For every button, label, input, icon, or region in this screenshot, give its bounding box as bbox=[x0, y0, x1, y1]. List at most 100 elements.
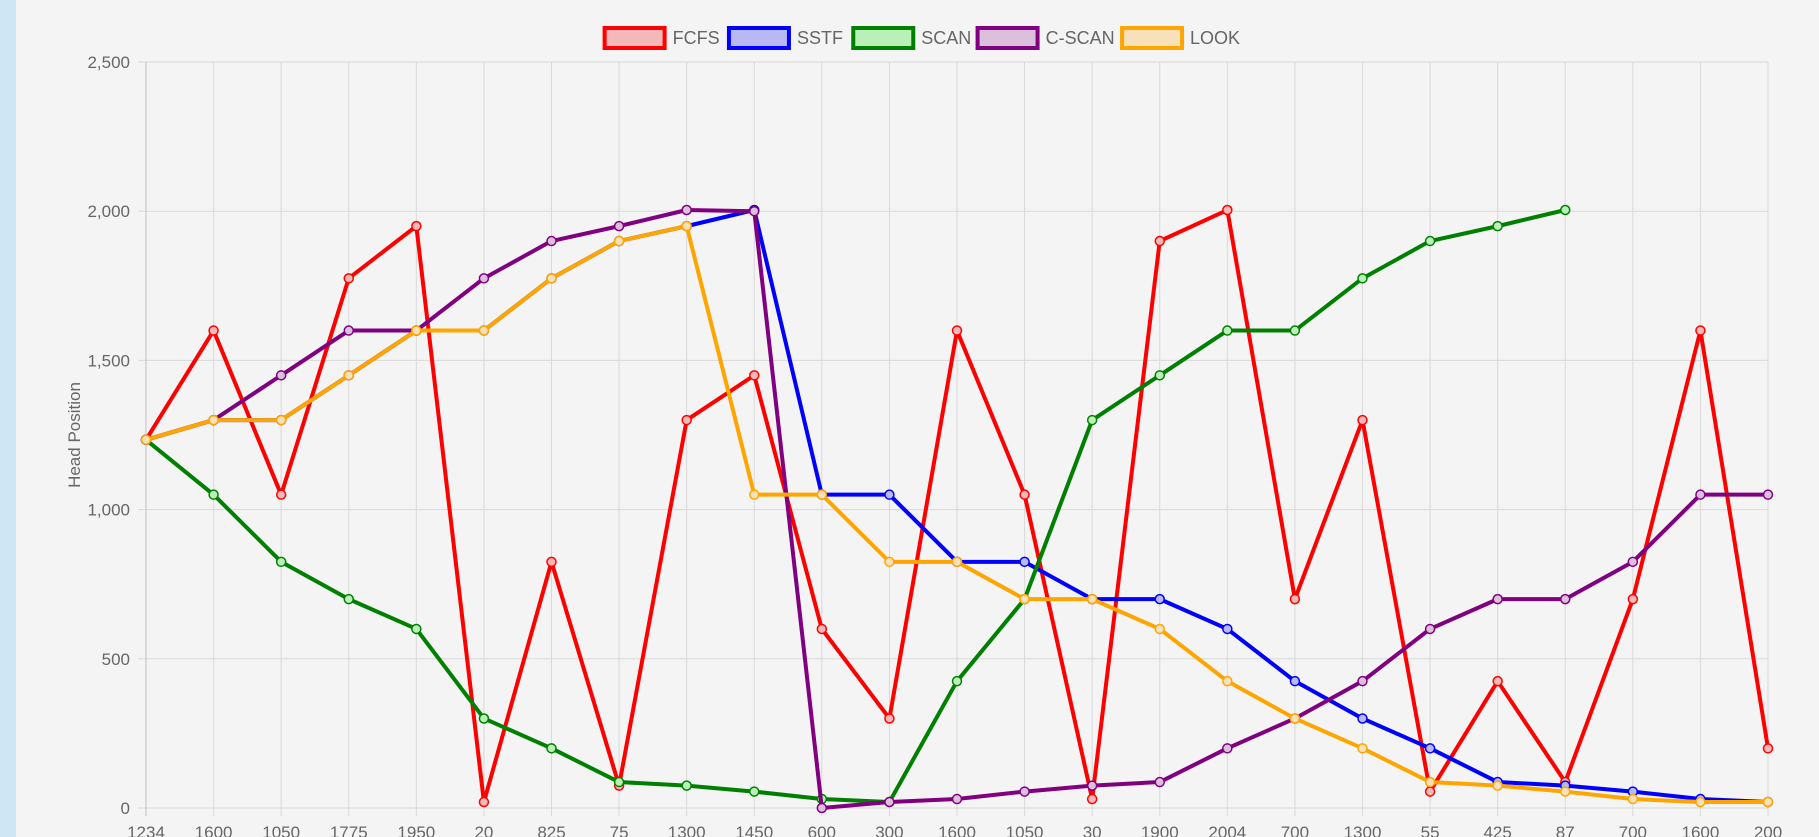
data-point-look[interactable] bbox=[1762, 796, 1774, 808]
data-point-look[interactable] bbox=[1695, 796, 1706, 808]
data-point-fcfs[interactable] bbox=[816, 623, 828, 635]
data-point-scan[interactable] bbox=[275, 556, 287, 568]
data-point-look[interactable] bbox=[816, 489, 828, 500]
data-point-fcfs[interactable] bbox=[1357, 414, 1368, 426]
data-point-scan[interactable] bbox=[343, 593, 354, 605]
data-point-look[interactable] bbox=[681, 220, 692, 232]
data-point-look[interactable] bbox=[1086, 593, 1098, 605]
data-point-look[interactable] bbox=[478, 325, 490, 336]
data-point-fcfs[interactable] bbox=[1222, 204, 1233, 216]
data-point-fcfs[interactable] bbox=[1492, 675, 1503, 687]
legend-item-sstf[interactable]: SSTF bbox=[726, 26, 843, 50]
data-point-fcfs[interactable] bbox=[1424, 786, 1436, 797]
data-point-c-scan[interactable] bbox=[546, 235, 557, 247]
data-point-scan[interactable] bbox=[1492, 220, 1503, 232]
data-point-sstf[interactable] bbox=[1019, 556, 1030, 568]
data-point-sstf[interactable] bbox=[1424, 743, 1436, 754]
data-point-look[interactable] bbox=[613, 235, 625, 247]
legend-item-c-scan[interactable]: C-SCAN bbox=[975, 26, 1115, 50]
data-point-c-scan[interactable] bbox=[1762, 489, 1774, 500]
data-point-look[interactable] bbox=[1492, 780, 1503, 791]
data-point-scan[interactable] bbox=[1222, 325, 1233, 336]
data-point-c-scan[interactable] bbox=[1424, 623, 1436, 635]
data-point-c-scan[interactable] bbox=[478, 273, 490, 284]
data-point-c-scan[interactable] bbox=[1560, 593, 1571, 605]
data-point-look[interactable] bbox=[749, 489, 760, 500]
data-point-look[interactable] bbox=[546, 273, 557, 284]
data-point-scan[interactable] bbox=[478, 713, 490, 724]
data-point-scan[interactable] bbox=[1086, 414, 1098, 426]
data-point-c-scan[interactable] bbox=[1357, 675, 1368, 687]
data-point-sstf[interactable] bbox=[1357, 713, 1368, 724]
data-point-scan[interactable] bbox=[613, 776, 625, 788]
data-point-look[interactable] bbox=[343, 370, 354, 381]
data-point-sstf[interactable] bbox=[1289, 675, 1301, 687]
data-point-scan[interactable] bbox=[1560, 204, 1571, 216]
data-point-c-scan[interactable] bbox=[613, 220, 625, 232]
data-point-look[interactable] bbox=[1560, 786, 1571, 797]
data-point-c-scan[interactable] bbox=[343, 325, 354, 336]
data-point-c-scan[interactable] bbox=[1695, 489, 1706, 500]
data-point-fcfs[interactable] bbox=[1154, 235, 1165, 247]
data-point-c-scan[interactable] bbox=[1627, 556, 1639, 568]
data-point-look[interactable] bbox=[1154, 623, 1165, 635]
data-point-fcfs[interactable] bbox=[884, 713, 895, 724]
data-point-c-scan[interactable] bbox=[749, 205, 760, 217]
legend-item-fcfs[interactable]: FCFS bbox=[602, 26, 720, 50]
data-point-fcfs[interactable] bbox=[1289, 593, 1301, 605]
data-point-c-scan[interactable] bbox=[1154, 776, 1165, 788]
data-point-look[interactable] bbox=[208, 414, 219, 426]
data-point-fcfs[interactable] bbox=[343, 273, 354, 284]
data-point-look[interactable] bbox=[140, 434, 152, 446]
data-point-look[interactable] bbox=[411, 325, 422, 336]
data-point-c-scan[interactable] bbox=[1019, 786, 1030, 797]
data-point-scan[interactable] bbox=[546, 743, 557, 754]
data-point-sstf[interactable] bbox=[884, 489, 895, 500]
data-point-look[interactable] bbox=[1357, 743, 1368, 754]
data-point-c-scan[interactable] bbox=[951, 793, 963, 805]
data-point-fcfs[interactable] bbox=[1762, 743, 1774, 754]
data-point-look[interactable] bbox=[1289, 713, 1301, 724]
data-point-c-scan[interactable] bbox=[275, 370, 287, 381]
data-point-look[interactable] bbox=[1424, 776, 1436, 788]
data-point-c-scan[interactable] bbox=[1222, 743, 1233, 754]
data-point-sstf[interactable] bbox=[1222, 623, 1233, 635]
data-point-scan[interactable] bbox=[411, 623, 422, 635]
legend-item-look[interactable]: LOOK bbox=[1120, 26, 1240, 50]
data-point-scan[interactable] bbox=[1424, 235, 1436, 247]
data-point-fcfs[interactable] bbox=[546, 556, 557, 568]
data-point-fcfs[interactable] bbox=[1627, 593, 1639, 605]
data-point-scan[interactable] bbox=[1357, 273, 1368, 284]
data-point-fcfs[interactable] bbox=[478, 796, 490, 808]
data-point-scan[interactable] bbox=[208, 489, 219, 500]
data-point-fcfs[interactable] bbox=[275, 489, 287, 500]
data-point-sstf[interactable] bbox=[1154, 593, 1165, 605]
data-point-fcfs[interactable] bbox=[1695, 325, 1706, 336]
data-point-c-scan[interactable] bbox=[884, 796, 895, 808]
data-point-fcfs[interactable] bbox=[951, 325, 963, 336]
data-point-fcfs[interactable] bbox=[208, 325, 219, 336]
data-point-c-scan[interactable] bbox=[816, 802, 828, 814]
data-point-scan[interactable] bbox=[951, 675, 963, 687]
data-point-look[interactable] bbox=[1627, 793, 1639, 805]
x-axis-ticks: 1234 1600 1050 1775 1950 20 825 75 1300 1450 600 30… bbox=[127, 823, 1782, 837]
data-point-c-scan[interactable] bbox=[1492, 593, 1503, 605]
x-tick-label: 825 bbox=[537, 823, 565, 837]
data-point-fcfs[interactable] bbox=[749, 370, 760, 381]
data-point-scan[interactable] bbox=[1154, 370, 1165, 381]
data-point-c-scan[interactable] bbox=[681, 204, 692, 216]
data-point-c-scan[interactable] bbox=[1086, 780, 1098, 791]
data-point-fcfs[interactable] bbox=[1086, 793, 1098, 805]
data-point-scan[interactable] bbox=[749, 786, 760, 797]
data-point-scan[interactable] bbox=[1289, 325, 1301, 336]
legend-item-scan[interactable]: SCAN bbox=[851, 26, 971, 50]
data-point-look[interactable] bbox=[884, 556, 895, 568]
data-point-look[interactable] bbox=[1019, 593, 1030, 605]
data-point-fcfs[interactable] bbox=[1019, 489, 1030, 500]
data-point-scan[interactable] bbox=[681, 780, 692, 791]
data-point-look[interactable] bbox=[1222, 675, 1233, 687]
data-point-look[interactable] bbox=[951, 556, 963, 568]
data-point-fcfs[interactable] bbox=[411, 220, 422, 232]
data-point-fcfs[interactable] bbox=[681, 414, 692, 426]
data-point-look[interactable] bbox=[275, 414, 287, 426]
